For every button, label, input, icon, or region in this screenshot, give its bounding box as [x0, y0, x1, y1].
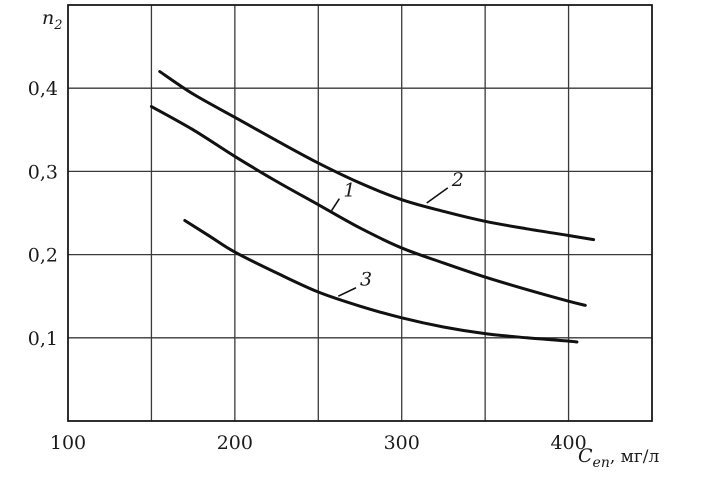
- series-line-3: [183, 218, 579, 344]
- curve-label-2: 2: [451, 169, 464, 191]
- plot-frame: [67, 4, 653, 422]
- y-tick-label-0.1: 0,1: [28, 328, 58, 350]
- y-tick-label-0.4: 0,4: [28, 78, 58, 100]
- label-leaders: 1 2 3: [330, 169, 464, 297]
- y-tick-label-0.2: 0,2: [28, 245, 58, 267]
- curve-label-leader-2: [426, 187, 449, 204]
- tick-labels: 100 200 300 400 0,1 0,2 0,3 0,4: [28, 78, 587, 454]
- x-axis-label-main: C: [578, 445, 593, 467]
- x-axis-label-sub: en: [593, 455, 610, 471]
- x-tick-label-300: 300: [384, 432, 420, 454]
- curve-label-leader-3: [337, 286, 357, 297]
- series-group: [149, 70, 596, 344]
- series-line-2: [158, 70, 596, 242]
- y-axis-label-main: n: [42, 7, 54, 29]
- series-line-1: [149, 105, 587, 307]
- x-axis-label-unit: , мг/л: [610, 447, 660, 467]
- curve-label-1: 1: [343, 180, 355, 202]
- plot-border: [67, 4, 653, 422]
- curve-label-3: 3: [360, 269, 372, 291]
- curve-label-leader-1: [330, 198, 340, 211]
- grid: [68, 5, 652, 421]
- y-tick-label-0.3: 0,3: [28, 161, 58, 183]
- x-tick-label-200: 200: [217, 432, 253, 454]
- x-tick-label-100: 100: [50, 432, 86, 454]
- x-tick-label-400: 400: [550, 432, 586, 454]
- x-axis-label: Cen, мг/л: [578, 445, 660, 471]
- y-axis-label-sub: 2: [53, 18, 62, 33]
- y-axis-label: n2: [42, 7, 63, 33]
